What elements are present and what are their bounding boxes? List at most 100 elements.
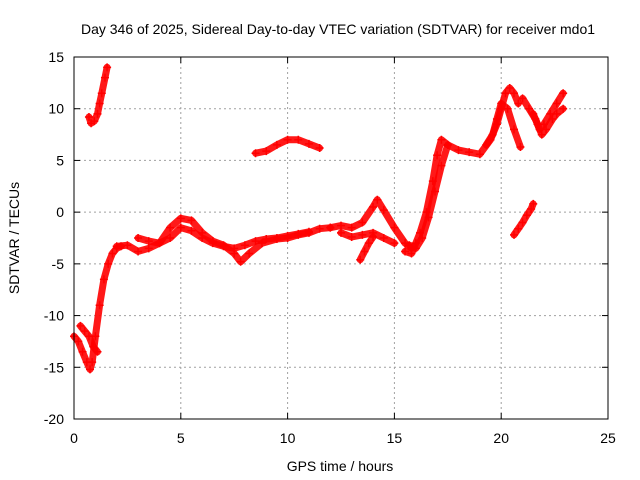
series-layer (70, 63, 568, 374)
data-series (482, 99, 525, 151)
data-point (93, 109, 102, 118)
data-point (283, 135, 292, 144)
data-point (134, 247, 143, 256)
y-tick-label: 10 (48, 101, 64, 117)
data-point (401, 247, 410, 256)
data-point (369, 202, 378, 211)
data-point (134, 234, 143, 242)
data-point (514, 224, 523, 233)
data-point (123, 241, 132, 250)
data-point (347, 223, 356, 232)
data-point (533, 120, 542, 129)
data-point (337, 221, 345, 230)
data-point (548, 115, 557, 124)
data-point (97, 89, 106, 98)
data-point (373, 195, 382, 204)
data-point (518, 94, 527, 103)
data-point (505, 84, 514, 93)
x-tick-label: 20 (493, 430, 509, 446)
y-tick-label: -20 (44, 411, 64, 427)
data-series (356, 232, 378, 264)
x-axis-label: GPS time / hours (287, 458, 394, 474)
data-point (488, 130, 497, 139)
data-point (326, 223, 335, 232)
data-point (198, 234, 207, 242)
data-point (315, 144, 324, 153)
data-point (245, 249, 254, 258)
y-tick-label: 5 (56, 152, 64, 168)
data-point (510, 125, 519, 134)
data-point (262, 147, 271, 156)
data-point (315, 224, 324, 233)
y-tick-label: 0 (56, 204, 64, 220)
y-tick-label: 15 (48, 49, 64, 65)
data-point (304, 227, 313, 236)
data-point (76, 321, 85, 330)
data-point (283, 231, 292, 240)
y-tick-label: -15 (44, 359, 64, 375)
data-point (112, 242, 121, 251)
data-point (89, 342, 98, 351)
data-point (99, 275, 108, 284)
data-point (262, 235, 271, 244)
chart-title: Day 346 of 2025, Sidereal Day-to-day VTE… (81, 21, 595, 37)
data-point (176, 214, 185, 223)
y-tick-label: -5 (52, 256, 65, 272)
data-point (347, 232, 356, 241)
x-tick-label: 0 (70, 430, 78, 446)
x-tick-label: 5 (177, 430, 185, 446)
data-point (84, 112, 93, 121)
data-point (433, 151, 442, 160)
data-point (390, 239, 399, 248)
data-point (527, 205, 536, 214)
y-axis-label: SDTVAR / TECUs (6, 182, 22, 294)
data-point (529, 199, 538, 208)
data-point (559, 104, 568, 113)
data-point (518, 218, 527, 227)
data-point (443, 140, 452, 149)
data-point (379, 234, 388, 242)
data-point (390, 223, 399, 232)
data-point (364, 239, 373, 248)
data-series (405, 140, 452, 253)
data-point (219, 242, 228, 251)
data-series (251, 135, 324, 158)
data-point (74, 337, 83, 346)
data-point (537, 130, 546, 139)
data-point (272, 234, 281, 242)
data-point (407, 249, 416, 258)
data-series (134, 223, 313, 253)
data-point (454, 146, 463, 155)
data-point (78, 347, 87, 356)
data-point (524, 104, 533, 113)
data-point (379, 206, 388, 215)
data-point (294, 229, 303, 238)
data-point (304, 139, 313, 148)
data-point (522, 211, 531, 220)
data-point (155, 239, 164, 248)
data-point (93, 347, 102, 356)
data-point (529, 109, 538, 118)
data-point (497, 99, 506, 108)
data-point (360, 247, 369, 256)
data-point (514, 99, 523, 108)
data-series (84, 63, 112, 128)
data-point (236, 257, 245, 266)
data-point (475, 150, 484, 159)
data-series (529, 104, 568, 139)
data-point (90, 117, 99, 126)
data-point (358, 218, 367, 227)
data-point (510, 230, 519, 239)
x-tick-label: 25 (600, 430, 616, 446)
y-tick-label: -10 (44, 308, 64, 324)
plot-frame (73, 56, 609, 420)
data-point (95, 99, 104, 108)
axis-ticks: 0 5 10 15 20 25 -20 -15 -10 -5 0 5 10 15 (44, 49, 616, 446)
data-point (166, 223, 175, 232)
data-point (88, 358, 97, 367)
data-point (166, 234, 175, 242)
data-point (251, 149, 260, 158)
data-point (176, 223, 185, 232)
data-point (103, 63, 112, 72)
